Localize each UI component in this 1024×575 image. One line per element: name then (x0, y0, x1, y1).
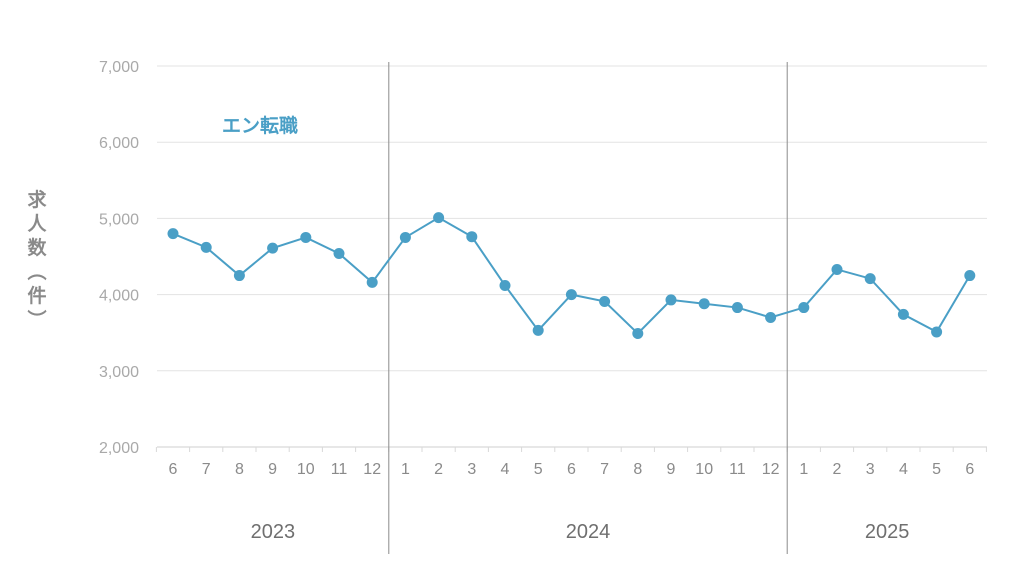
x-tick-label: 3 (467, 461, 476, 478)
y-tick-label: 2,000 (99, 440, 139, 457)
x-tick-label: 7 (600, 461, 609, 478)
data-point (632, 327, 644, 339)
data-point (565, 289, 577, 301)
x-tick-label: 8 (633, 461, 642, 478)
data-point (831, 263, 843, 275)
data-point (167, 228, 179, 240)
series-label: エン転職 (222, 114, 298, 137)
data-point (300, 231, 312, 243)
x-tick-label: 12 (762, 461, 780, 478)
y-axis-label-char: 件 (27, 284, 46, 307)
data-point (798, 302, 810, 314)
data-point (964, 270, 976, 282)
data-point (433, 212, 445, 224)
year-dividers (388, 62, 788, 554)
x-tick-label: 4 (501, 461, 510, 478)
x-tick-label: 11 (331, 461, 348, 478)
data-point (698, 298, 710, 310)
y-axis-label-char: 数 (27, 236, 47, 259)
x-tick-label: 4 (899, 461, 908, 478)
series-group (167, 212, 976, 339)
year-label: 2023 (251, 521, 296, 543)
x-tick-label: 5 (932, 461, 941, 478)
y-tick-label: 4,000 (99, 288, 139, 305)
data-point (599, 295, 611, 307)
x-tick-label: 6 (965, 461, 974, 478)
data-point (731, 302, 743, 314)
data-point (466, 231, 478, 243)
y-axis-label-char: （ (25, 261, 48, 280)
y-axis-label-char: ） (25, 309, 48, 328)
x-tick-label: 9 (667, 461, 676, 478)
x-tick-label: 1 (799, 461, 808, 478)
y-axis-ticks: 2,000 3,000 4,000 5,000 6,000 7,000 (99, 59, 139, 457)
data-point (366, 276, 378, 288)
x-tick-label: 12 (363, 461, 381, 478)
y-tick-label: 7,000 (99, 59, 139, 76)
data-point (665, 294, 677, 306)
data-point (399, 231, 411, 243)
x-tick-label: 2 (833, 461, 842, 478)
x-tick-label: 6 (169, 461, 178, 478)
data-point (267, 242, 279, 254)
year-label: 2025 (865, 521, 910, 543)
y-axis-label-char: 求 (27, 188, 47, 211)
x-tick-label: 10 (297, 461, 315, 478)
data-point (233, 270, 245, 282)
x-tick-label: 1 (401, 461, 410, 478)
data-point (864, 273, 876, 285)
x-tick-label: 3 (866, 461, 875, 478)
x-tick-label: 2 (434, 461, 443, 478)
y-axis-label: 求人数 （ 件 ） (25, 188, 48, 329)
x-tick-label: 7 (202, 461, 211, 478)
data-point (931, 326, 943, 338)
x-tick-label: 8 (235, 461, 244, 478)
x-tick-label: 5 (534, 461, 543, 478)
data-point (333, 247, 345, 259)
y-axis-label-char: 人 (27, 213, 47, 235)
y-tick-label: 3,000 (99, 364, 139, 381)
x-tick-label: 6 (567, 461, 576, 478)
y-tick-label: 5,000 (99, 211, 139, 228)
data-point (200, 241, 212, 253)
data-point (897, 308, 909, 320)
data-point (765, 311, 777, 323)
series-line (172, 216, 971, 335)
x-tick-label: 9 (268, 461, 277, 478)
data-point (499, 279, 511, 291)
x-tick-label: 10 (695, 461, 713, 478)
x-tick-label: 11 (729, 461, 746, 478)
y-tick-label: 6,000 (99, 135, 139, 152)
year-label: 2024 (566, 521, 611, 543)
data-point (532, 324, 544, 336)
